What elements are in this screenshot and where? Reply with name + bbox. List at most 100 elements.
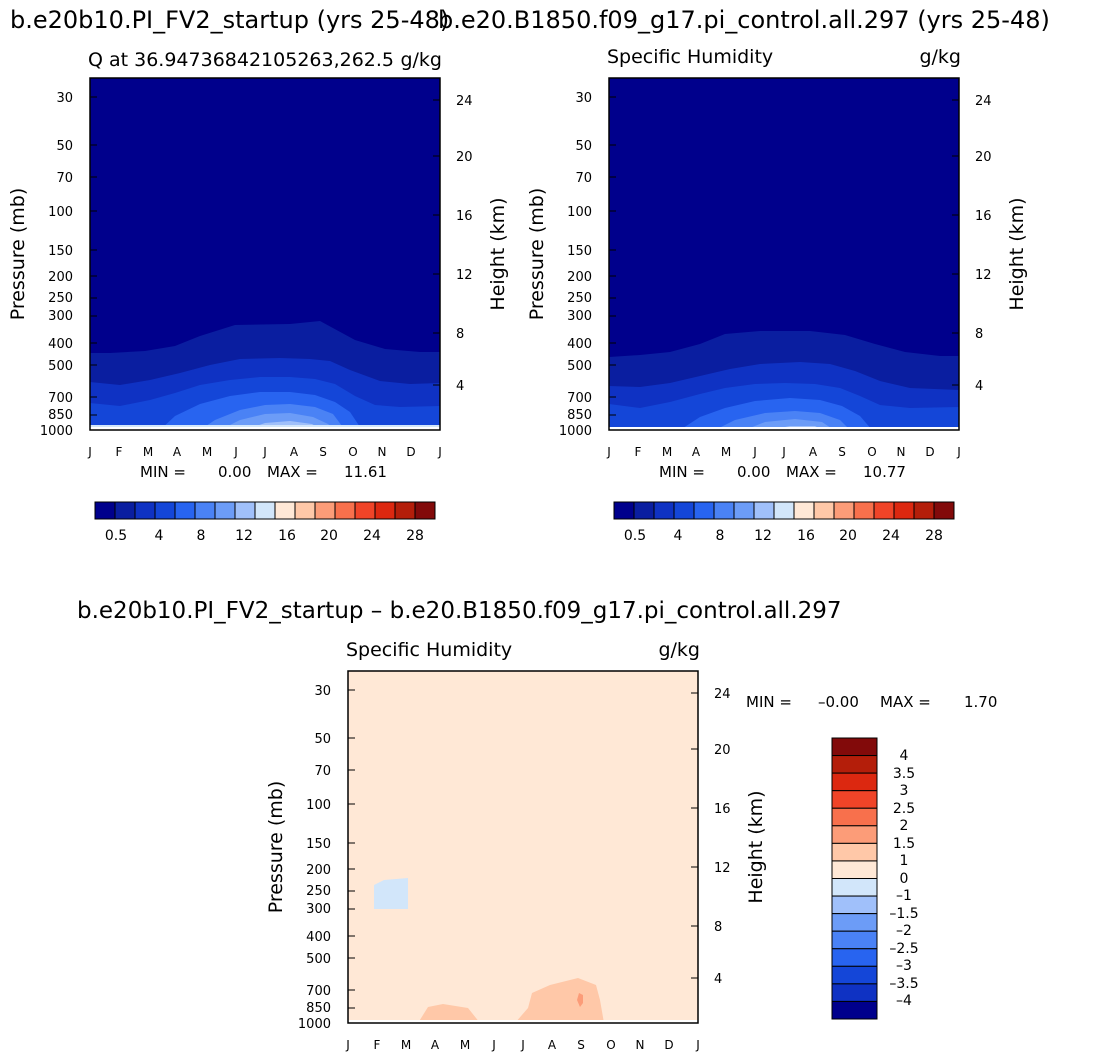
right-colorbar-swatch <box>753 501 775 520</box>
diff-cbar-label-1: 3.5 <box>893 766 915 782</box>
left-colorbar <box>94 501 436 520</box>
left-xtick-label-oct: O <box>348 445 357 459</box>
right-ytick-label-70: 70 <box>575 171 592 186</box>
left-ytick-label-300: 300 <box>48 309 73 324</box>
figure-title-right: b.e20.B1850.f09_g17.pi_control.all.297 (… <box>438 6 1050 34</box>
diff-cbar-label-9: –1.5 <box>889 906 918 922</box>
diff-colorbar-swatch <box>831 895 878 915</box>
left-xtick-label-aug: A <box>290 445 299 459</box>
right-xtick-label-may: M <box>721 445 731 459</box>
left-xtick-label-nov: N <box>378 445 387 459</box>
left-cbar-label-1: 4 <box>155 528 164 544</box>
diff-max-value: 1.70 <box>964 693 997 711</box>
right-ytick-label-850: 850 <box>567 408 592 423</box>
diff-cbar-label-6: 1 <box>900 853 909 869</box>
left-htick-label-8: 8 <box>456 327 464 342</box>
left-contour-field <box>90 78 440 430</box>
diff-ytick-label-200: 200 <box>306 863 331 878</box>
diff-cbar-label-5: 1.5 <box>893 836 915 852</box>
diff-cbar-label-7: 0 <box>900 871 909 887</box>
diff-ytick-label-70: 70 <box>314 764 331 779</box>
left-colorbar-swatch <box>94 501 116 520</box>
left-xtick-label-feb: F <box>116 445 123 459</box>
diff-colorbar-swatch <box>831 790 878 809</box>
right-ytick-label-50: 50 <box>575 139 592 154</box>
right-xtick-label-nov: N <box>897 445 906 459</box>
diff-htick-label-20: 20 <box>714 743 731 758</box>
right-colorbar-swatch <box>793 501 815 520</box>
diff-htick-label-12: 12 <box>714 861 731 876</box>
left-colorbar-swatch <box>414 501 436 520</box>
left-htick-label-20: 20 <box>456 150 473 165</box>
diff-colorbar <box>831 737 878 1020</box>
diff-ytick-label-300: 300 <box>306 902 331 917</box>
diff-ytick-label-400: 400 <box>306 930 331 945</box>
diff-ytick-label-500: 500 <box>306 952 331 967</box>
right-minmax: MIN = 0.00 MAX = 10.77 <box>659 463 906 481</box>
left-colorbar-swatch <box>234 501 256 520</box>
diff-cbar-label-10: –2 <box>896 923 912 939</box>
left-colorbar-swatch <box>134 501 156 520</box>
left-min-value: 0.00 <box>218 463 251 481</box>
left-colorbar-swatch <box>354 501 376 520</box>
diff-ytick-label-850: 850 <box>306 1001 331 1016</box>
right-min-label: MIN = <box>659 463 705 481</box>
left-cbar-label-6: 24 <box>363 528 381 544</box>
diff-colorbar-swatch <box>831 965 878 985</box>
left-ytick-label-400: 400 <box>48 337 73 352</box>
right-plot-frame <box>608 77 960 431</box>
left-panel: 30 50 70 100 150 200 250 300 400 500 700… <box>7 49 509 544</box>
diff-colorbar-swatch <box>831 913 878 932</box>
left-xtick-label-sep: S <box>319 445 327 459</box>
diff-plot-frame <box>347 670 699 1024</box>
left-ylabel: Pressure (mb) <box>7 188 29 321</box>
left-xtick-label-jan2: J <box>437 445 442 459</box>
diff-htick-label-8: 8 <box>714 920 722 935</box>
left-xtick-label-may: M <box>202 445 212 459</box>
left-ytick-label-100: 100 <box>48 205 73 220</box>
right-panel-units: g/kg <box>919 46 961 68</box>
diff-cbar-label-4: 2 <box>900 818 909 834</box>
left-colorbar-swatch <box>314 501 336 520</box>
right-height-ticks: 24 20 16 12 8 4 <box>952 94 992 394</box>
diff-colorbar-swatch <box>831 772 878 792</box>
diff-xtick-label-dec: D <box>664 1038 673 1052</box>
left-colorbar-swatch <box>334 501 356 520</box>
diff-xtick-label-jan: J <box>345 1038 350 1052</box>
diff-colorbar-swatch <box>831 737 878 757</box>
diff-max-label: MAX = <box>880 693 931 711</box>
diff-colorbar-swatch <box>831 825 878 844</box>
right-colorbar-swatch <box>633 501 655 520</box>
diff-cbar-label-12: –3 <box>896 958 912 974</box>
right-cbar-label-6: 24 <box>882 528 900 544</box>
left-colorbar-swatch <box>194 501 216 520</box>
right-htick-label-24: 24 <box>975 94 992 109</box>
diff-xtick-label-oct: O <box>606 1038 615 1052</box>
left-cbar-label-7: 28 <box>406 528 424 544</box>
right-panel: 30 50 70 100 150 200 250 300 400 500 700… <box>526 46 1028 544</box>
right-max-value: 10.77 <box>863 463 906 481</box>
right-colorbar-swatch <box>613 501 635 520</box>
right-xtick-label-jan: J <box>606 445 611 459</box>
left-colorbar-swatch <box>394 501 416 520</box>
right-cbar-label-5: 20 <box>839 528 857 544</box>
diff-ytick-label-700: 700 <box>306 984 331 999</box>
right-contour-field <box>609 78 959 430</box>
right-cbar-label-2: 8 <box>716 528 725 544</box>
right-ytick-label-250: 250 <box>567 291 592 306</box>
diff-colorbar-swatch <box>831 807 878 827</box>
diff-colorbar-swatch <box>831 930 878 950</box>
right-xtick-label-jun: J <box>752 445 757 459</box>
left-colorbar-swatch <box>374 501 396 520</box>
diff-xtick-label-aug: A <box>548 1038 557 1052</box>
right-colorbar-swatch <box>853 501 875 520</box>
left-ytick-label-30: 30 <box>56 91 73 106</box>
diff-cbar-label-8: –1 <box>896 888 912 904</box>
right-ytick-label-200: 200 <box>567 270 592 285</box>
diff-height-ticks: 24 20 16 12 8 4 <box>691 687 731 987</box>
diff-xtick-label-nov: N <box>636 1038 645 1052</box>
right-ytick-label-150: 150 <box>567 244 592 259</box>
diff-colorbar-swatch <box>831 878 878 897</box>
left-ytick-label-200: 200 <box>48 270 73 285</box>
